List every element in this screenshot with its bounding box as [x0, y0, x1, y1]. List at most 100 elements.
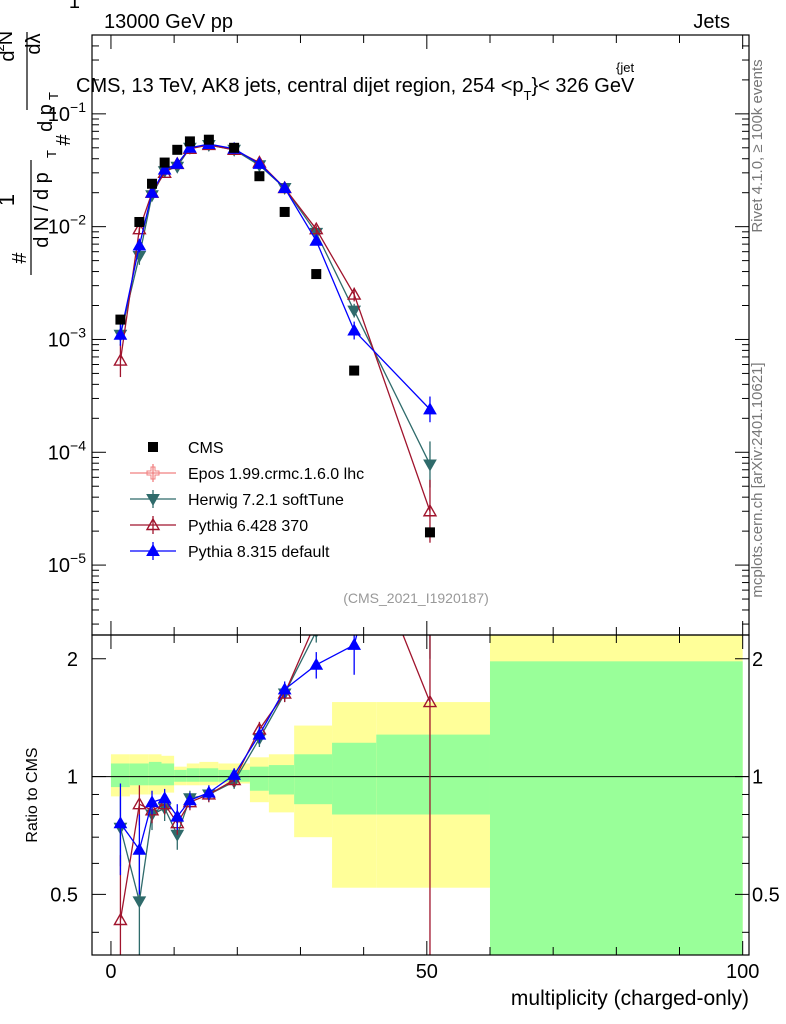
main-y-tick-label: 1 [69, 0, 80, 13]
main-point [170, 156, 185, 169]
main-point [423, 402, 437, 415]
ratio-frame [91, 634, 750, 956]
ratio-point [145, 795, 159, 808]
data-point [184, 136, 195, 147]
main-point [252, 156, 267, 169]
legend-marker [146, 494, 160, 507]
ratio-point [113, 912, 128, 926]
main-y-tick-label: 10−5 [48, 550, 86, 577]
legend-label: Herwig 7.2.1 softTune [188, 492, 344, 509]
ratio-point [348, 569, 360, 580]
ratio-point [144, 802, 160, 816]
main-point [309, 221, 324, 235]
data-point [311, 269, 322, 280]
ratio-y-axis-label: Ratio to CMS [24, 747, 41, 842]
main-point [309, 233, 324, 246]
legend: CMS Epos 1.99.crmc.1.6.0 lhc Herwig 7.2.1 … [130, 440, 364, 561]
inner-band-bin [489, 661, 743, 955]
main-point [183, 140, 197, 153]
ratio-point [424, 348, 436, 359]
main-point [113, 327, 128, 340]
ratio-point [132, 796, 147, 810]
ratio-point [422, 694, 438, 708]
x-tick-label: 0 [105, 961, 116, 983]
main-point [132, 238, 147, 251]
legend-marker [145, 517, 161, 531]
main-point [422, 503, 438, 517]
data-point [172, 144, 183, 155]
main-y-tick-label: 10−2 [48, 212, 86, 239]
ratio-point [202, 785, 216, 798]
ratio-point [170, 809, 185, 822]
main-line-2 [119, 144, 431, 512]
chart-title: CMS, 13 TeV, AK8 jets, central dijet reg… [76, 75, 635, 103]
inner-band-bin [294, 754, 333, 805]
ratio-point [314, 635, 319, 639]
main-y-tick-label: 10−1 [48, 99, 86, 126]
ylabel-one: 1 [0, 194, 19, 206]
legend-label: Epos 1.99.crmc.1.6.0 lhc [188, 466, 364, 483]
chart-title-superscript: {jet [616, 60, 634, 75]
inner-band-bin [186, 768, 200, 782]
main-point [277, 181, 292, 194]
main-y-tick-label: 10−4 [48, 437, 86, 464]
inner-band-bin [161, 763, 175, 786]
ratio-y-tick-label: 1 [67, 767, 78, 789]
inner-band-bin [332, 742, 377, 815]
main-line-1 [119, 144, 431, 465]
ylabel-sub-t: T [44, 150, 59, 158]
ratio-plot-marks [113, 348, 438, 955]
header-jets: Jets [693, 11, 730, 33]
ylabel-d-pt: d p [35, 104, 57, 132]
ratio-point [252, 727, 267, 740]
inner-band-bin [174, 769, 187, 782]
legend-label: Pythia 8.315 default [188, 544, 330, 561]
data-point [254, 171, 265, 182]
analysis-id: (CMS_2021_I1920187) [343, 590, 489, 606]
ratio-point [310, 615, 322, 626]
ratio-y-tick-label-right: 2 [752, 649, 763, 671]
legend-label: Pythia 6.428 370 [188, 518, 308, 535]
axes: 0 50 100 10−5 10−4 10−3 10−2 10−1 1 0.5 0.5 1 1 2 2 [48, 0, 780, 983]
inner-band-bin [110, 763, 130, 788]
x-tick-label: 100 [726, 961, 759, 983]
ratio-y-tick-label: 0.5 [50, 884, 78, 906]
ratio-point [309, 657, 324, 670]
inner-band-bin [148, 761, 162, 786]
ratio-point [227, 767, 242, 780]
ylabel-hash: # [9, 252, 31, 264]
main-point [347, 323, 362, 336]
ylabel-hash2: # [53, 134, 75, 146]
inner-band-bin [199, 768, 219, 782]
ratio-point [347, 637, 362, 650]
ratio-point [348, 508, 360, 519]
ratio-point [183, 793, 197, 806]
inner-band-bin [376, 734, 490, 815]
data-point [279, 206, 290, 217]
main-plot-marks [113, 134, 438, 543]
data-point [229, 142, 240, 153]
data-point [159, 157, 170, 168]
main-point [145, 185, 159, 198]
ylabel-dn-dpt: d N / d p [31, 172, 53, 248]
legend-marker [146, 466, 160, 480]
x-axis-label: multiplicity (charged-only) [511, 987, 749, 1010]
main-point [423, 459, 437, 472]
data-point [115, 314, 126, 325]
ylabel-d: d [0, 50, 19, 61]
ratio-point [132, 842, 147, 855]
data-point [203, 134, 214, 145]
mcplots-source-label: mcplots.cern.ch [arXiv:2401.10621] [749, 362, 766, 597]
ratio-y-tick-label: 2 [67, 649, 78, 671]
ratio-y-tick-label-right: 0.5 [752, 884, 780, 906]
x-tick-label: 50 [416, 961, 438, 983]
ylabel-sup-2: 2 [0, 44, 7, 51]
main-point [346, 287, 362, 300]
ratio-y-tick-label-right: 1 [752, 767, 763, 789]
rivet-version-label: Rivet 4.1.0, ≥ 100k events [749, 59, 766, 232]
data-point [349, 365, 360, 376]
inner-band-bin [268, 765, 295, 795]
inner-band-bin [249, 766, 269, 791]
legend-marker [148, 442, 158, 452]
